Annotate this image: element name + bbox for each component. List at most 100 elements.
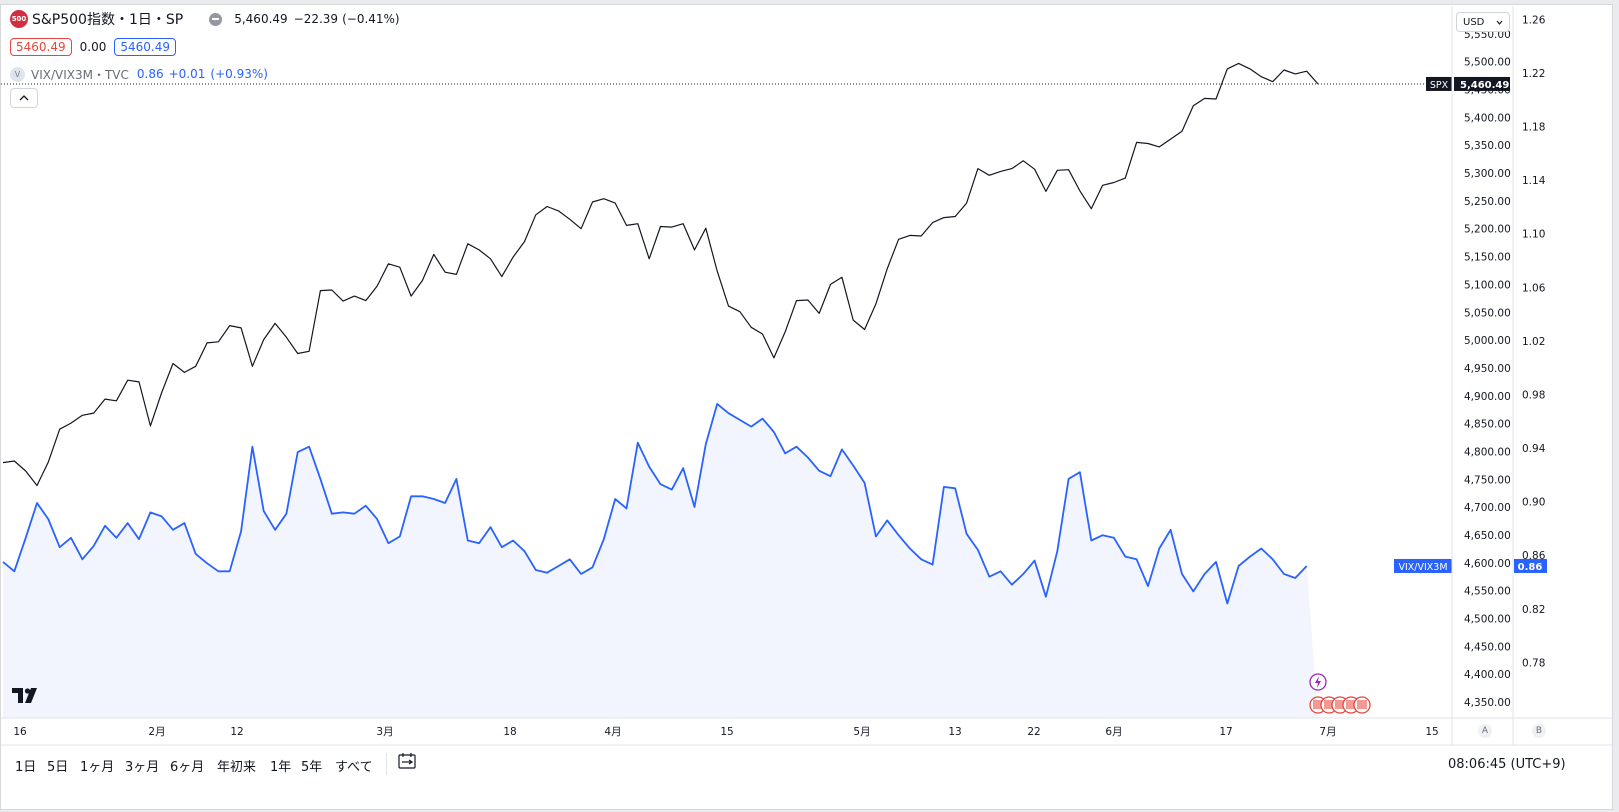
toolbar-divider (386, 753, 387, 775)
bid-ask-row: 5460.49 0.00 5460.49 (10, 36, 400, 58)
us-flag-glyph (1335, 700, 1345, 709)
vix-axis-tick: 0.90 (1522, 497, 1545, 509)
range-all-button[interactable]: すべて (335, 760, 373, 775)
price-axis-tick: 4,900.00 (1464, 391, 1511, 403)
price-axis-tick: 4,450.00 (1464, 641, 1511, 653)
vix-price-label: 0.86 (1518, 562, 1543, 573)
date-range-calendar-icon[interactable] (398, 752, 416, 770)
range-1d-button[interactable]: 1日 (15, 760, 37, 775)
price-axis-tick: 4,650.00 (1464, 530, 1511, 542)
price-axis-tick: 4,400.00 (1464, 669, 1511, 681)
chevron-up-icon (19, 95, 29, 101)
spread-value: 0.00 (79, 40, 107, 54)
auto-scale-button[interactable]: A (1478, 724, 1492, 738)
time-axis-tick: 16 (13, 726, 27, 738)
price-axis-tick: 4,550.00 (1464, 586, 1511, 598)
timezone-clock[interactable]: 08:06:45 (UTC+9) (1448, 757, 1566, 772)
vix-axis-tick: 1.18 (1522, 122, 1545, 134)
range-6m-button[interactable]: 6ヶ月 (170, 760, 205, 775)
price-axis-tick: 5,400.00 (1464, 112, 1511, 124)
price-axis-tick: 5,000.00 (1464, 335, 1511, 347)
price-axis-tick: 4,700.00 (1464, 502, 1511, 514)
price-axis-tick: 5,150.00 (1464, 252, 1511, 264)
price-axis-tick: 5,300.00 (1464, 168, 1511, 180)
vix-axis-tick: 0.98 (1522, 389, 1545, 401)
spx-name-label: SPX (1430, 80, 1449, 91)
us-flag-glyph (1324, 700, 1334, 709)
bottom-toolbar: 1日 5日 1ヶ月 3ヶ月 6ヶ月 年初来 1年 5年 すべて 08:06:45… (0, 747, 1619, 783)
time-axis-tick: 6月 (1105, 726, 1122, 738)
vix-series-line[interactable] (2, 403, 1308, 605)
time-axis-tick: 15 (720, 726, 733, 738)
time-axis-tick: 4月 (604, 726, 621, 738)
bid-price[interactable]: 5460.49 (10, 38, 72, 56)
legend-collapse-button[interactable] (10, 88, 38, 108)
vix-name-badge (1394, 558, 1452, 573)
main-symbol-row: 500 S&P500指数・1日・SP 5,460.49 −22.39 (−0.4… (10, 8, 400, 30)
vix-axis-tick: 1.22 (1522, 68, 1545, 80)
price-axis-tick: 5,050.00 (1464, 307, 1511, 319)
vix-axis-tick: 0.82 (1522, 604, 1545, 616)
range-5y-button[interactable]: 5年 (301, 760, 323, 775)
vix-axis-tick: 1.14 (1522, 175, 1546, 187)
range-1y-button[interactable]: 1年 (270, 760, 292, 775)
price-axis-tick: 5,500.00 (1464, 57, 1511, 69)
vix-axis-tick: 1.02 (1522, 336, 1545, 348)
vix-change: +0.01 (168, 67, 206, 81)
price-axis-tick: 5,100.00 (1464, 279, 1511, 291)
price-axis-tick: 4,850.00 (1464, 419, 1511, 431)
price-axis-tick: 5,250.00 (1464, 196, 1511, 208)
symbol-title[interactable]: S&P500指数・1日・SP (32, 12, 184, 28)
time-axis-tick: 18 (503, 726, 516, 738)
price-axis-tick: 4,800.00 (1464, 446, 1511, 458)
time-axis-tick: 15 (1425, 726, 1438, 738)
time-axis-tick: 5月 (853, 726, 870, 738)
chart-legend: 500 S&P500指数・1日・SP 5,460.49 −22.39 (−0.4… (10, 8, 400, 108)
vix-legend-row: V VIX/VIX3M・TVC 0.86 +0.01 (+0.93%) (10, 63, 400, 85)
range-5d-button[interactable]: 5日 (47, 760, 69, 775)
range-1m-button[interactable]: 1ヶ月 (80, 760, 115, 775)
vix-axis-tick: 0.78 (1522, 657, 1545, 669)
spx-price-label: 5,460.49 (1460, 80, 1509, 91)
price-axis-tick: 5,200.00 (1464, 224, 1511, 236)
vix-area-fill (3, 403, 1318, 718)
vix-label[interactable]: VIX/VIX3M・TVC (31, 67, 129, 82)
vix-badge-icon: V (10, 66, 25, 82)
vix-axis-tick: 1.06 (1522, 282, 1546, 294)
price-axis-tick: 5,350.00 (1464, 140, 1511, 152)
vix-axis-tick: 1.26 (1522, 14, 1546, 26)
lightning-bolt-glyph (1315, 676, 1321, 688)
range-3m-button[interactable]: 3ヶ月 (125, 760, 160, 775)
vix-value: 0.86 (136, 67, 164, 81)
us-flag-glyph (1313, 700, 1323, 709)
log-scale-button[interactable]: B (1532, 724, 1546, 738)
range-ytd-button[interactable]: 年初来 (217, 760, 257, 775)
time-axis-tick: 7月 (1319, 726, 1336, 738)
vix-axis-tick: 0.94 (1522, 443, 1546, 455)
time-axis-tick: 12 (230, 726, 243, 738)
last-price: 5,460.49 (234, 12, 288, 26)
spx-price-badge (1454, 76, 1510, 91)
time-axis-tick: 17 (1219, 726, 1232, 738)
us-flag-glyph (1357, 700, 1367, 709)
price-axis-tick: 4,500.00 (1464, 614, 1511, 626)
vix-change-pct: (+0.93%) (210, 67, 268, 81)
chevron-down-icon (1496, 20, 1503, 25)
currency-value: USD (1463, 16, 1485, 28)
price-axis-tick: 4,600.00 (1464, 558, 1511, 570)
us-flag-glyph (1346, 700, 1356, 709)
vix-axis-tick: 1.10 (1522, 229, 1545, 241)
chart-canvas[interactable]: 5,550.005,500.005,450.005,400.005,350.00… (0, 0, 1619, 747)
tradingview-logo-icon[interactable] (12, 688, 42, 705)
time-axis-tick: 2月 (148, 726, 165, 738)
time-axis-tick: 22 (1027, 726, 1040, 738)
price-change: −22.39 (293, 12, 339, 26)
price-change-pct: (−0.41%) (342, 12, 400, 26)
spx-logo-icon: 500 (10, 10, 28, 28)
time-axis-tick: 3月 (376, 726, 393, 738)
hide-icon[interactable] (209, 12, 223, 26)
currency-select[interactable]: USD (1456, 12, 1510, 32)
spx-series-line[interactable] (2, 62, 1319, 487)
ask-price[interactable]: 5460.49 (114, 38, 176, 56)
price-axis-tick: 4,750.00 (1464, 474, 1511, 486)
